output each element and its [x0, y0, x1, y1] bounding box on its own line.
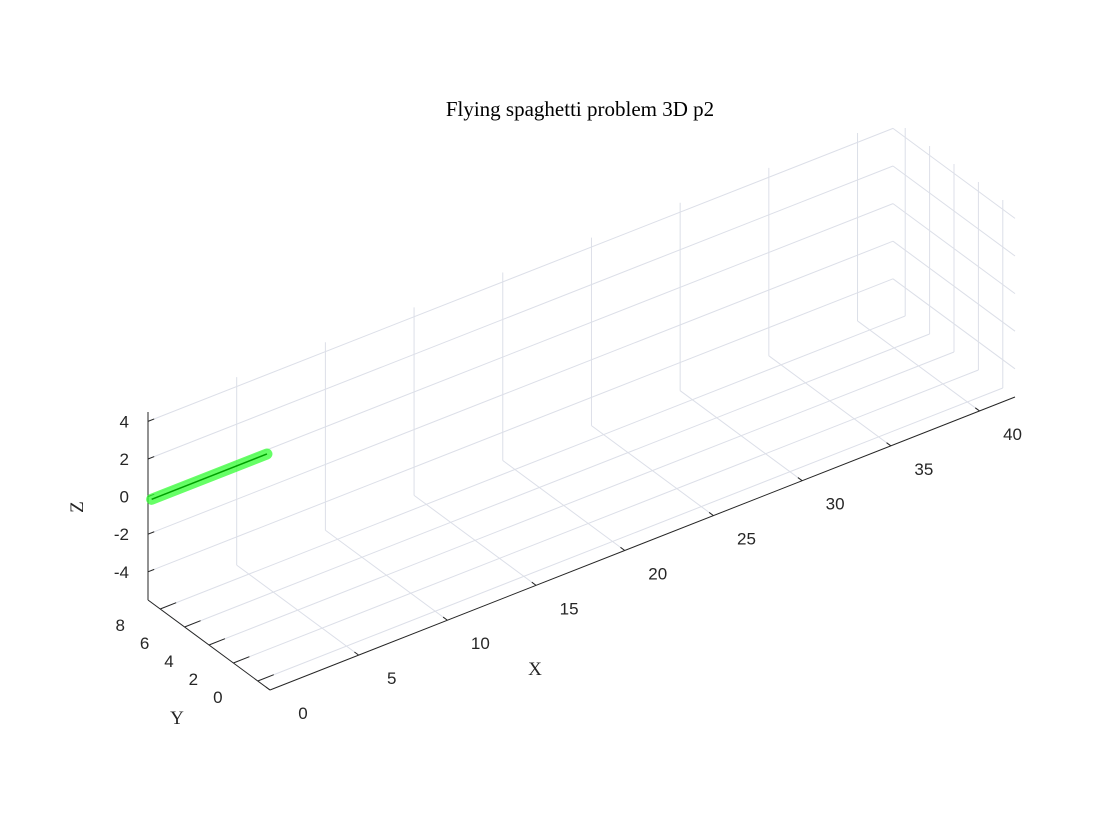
grid-line-z-back: [147, 203, 894, 498]
x-tick-label: 25: [737, 530, 756, 549]
x-tick-label: 40: [1003, 425, 1022, 444]
axis-lines: [147, 396, 1016, 691]
y-tick-mark: [184, 620, 201, 628]
x-tick-label: 30: [826, 495, 845, 514]
x-tick-label: 20: [648, 564, 667, 583]
y-tick-label: 0: [213, 688, 222, 707]
y-tick-label: 8: [115, 616, 124, 635]
x-tick-mark: [531, 581, 537, 586]
z-tick-mark: [147, 568, 155, 573]
x-tick-label: 15: [560, 599, 579, 618]
grid-line-y-floor: [233, 369, 979, 664]
z-tick-label: -2: [114, 525, 129, 544]
grid-line-z-back: [147, 127, 894, 422]
chart-title: Flying spaghetti problem 3D p2: [446, 97, 714, 121]
y-tick-label: 6: [140, 634, 149, 653]
y-tick-mark: [233, 656, 250, 664]
grid-line-z-side: [892, 127, 1016, 219]
x-tick-mark: [974, 407, 980, 412]
x-tick-label: 5: [387, 669, 396, 688]
grid-line-z-side: [892, 278, 1016, 370]
x-axis-label: X: [528, 659, 542, 680]
grid-line-z-back: [147, 165, 894, 460]
y-tick-mark: [208, 638, 226, 646]
y-axis-label: Y: [170, 708, 184, 729]
z-tick-label: 4: [120, 412, 129, 431]
y-tick-label: 4: [164, 652, 173, 671]
x-tick-mark: [797, 477, 803, 482]
grid-line-y-floor: [208, 351, 955, 646]
z-tick-label: -4: [114, 563, 129, 582]
x-tick-mark: [354, 651, 359, 656]
x-tick-mark: [708, 512, 714, 516]
grid-line-z-side: [892, 165, 1016, 257]
grid-line-y-floor: [160, 315, 906, 610]
grid-line-z-back: [147, 240, 894, 535]
z-tick-label: 0: [120, 488, 129, 507]
z-tick-label: 2: [120, 450, 129, 469]
z-tick-mark: [147, 418, 155, 422]
z-tick-mark: [147, 531, 155, 535]
x-tick-mark: [442, 616, 448, 621]
z-axis-label: Z: [67, 501, 88, 513]
data-series: [146, 448, 273, 505]
grid-line-y-floor: [184, 333, 930, 628]
grid-line-z-side: [892, 240, 1016, 332]
x-tick-mark: [620, 546, 626, 551]
x-tick-mark: [886, 442, 892, 447]
series-line: [151, 453, 268, 500]
y-tick-mark: [160, 602, 177, 610]
grid-line-z-back: [147, 278, 894, 573]
x-tick-label: 35: [914, 460, 933, 479]
z-tick-mark: [147, 456, 155, 460]
y-tick-label: 2: [189, 670, 198, 689]
grid-lines: [147, 127, 1016, 691]
x-tick-label: 0: [298, 704, 307, 723]
y-tick-mark: [257, 674, 274, 682]
x-tick-label: 10: [471, 634, 490, 653]
x-tick-mark: [265, 686, 271, 691]
grid-line-y-floor: [257, 387, 1003, 682]
x-axis-line: [269, 396, 1016, 691]
grid-line-z-side: [892, 203, 1016, 295]
